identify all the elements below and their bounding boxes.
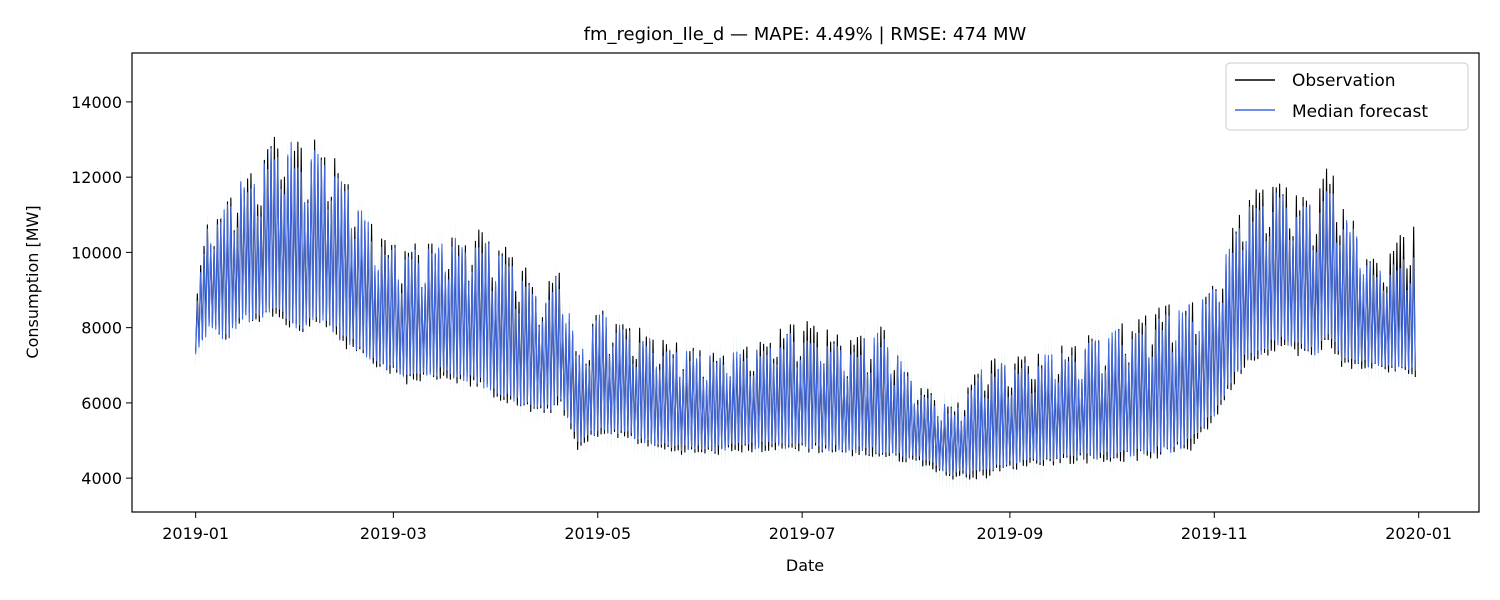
legend-box <box>1225 62 1469 131</box>
y-tick-label: 12000 <box>71 168 122 187</box>
x-tick-label: 2019-01 <box>162 524 229 543</box>
legend: Observation Median forecast <box>1225 62 1469 131</box>
chart-title: fm_region_Ile_d — MAPE: 4.49% | RMSE: 47… <box>584 24 1027 45</box>
y-tick-label: 6000 <box>81 394 122 413</box>
plot-frame <box>131 52 1480 513</box>
legend-label-median: Median forecast <box>1292 102 1428 122</box>
x-axis: 2019-01 2019-03 2019-05 2019-07 2019-09 2019-… <box>162 512 1452 543</box>
x-tick-label: 2019-09 <box>976 524 1043 543</box>
x-tick-label: 2019-07 <box>769 524 836 543</box>
y-tick-label: 14000 <box>71 93 122 112</box>
y-axis-label: Consumption [MW] <box>23 205 42 358</box>
median-forecast-line <box>195 141 1416 476</box>
y-tick-label: 8000 <box>81 319 122 338</box>
y-tick-label: 4000 <box>81 469 122 488</box>
y-axis: 4000 6000 8000 10000 12000 14000 <box>71 93 132 488</box>
x-tick-label: 2020-01 <box>1385 524 1452 543</box>
forecast-interval-band <box>195 124 1416 493</box>
plot-area <box>195 124 1416 493</box>
x-axis-label: Date <box>786 556 824 575</box>
legend-label-observation: Observation <box>1292 71 1396 91</box>
y-tick-label: 10000 <box>71 243 122 262</box>
x-tick-label: 2019-11 <box>1181 524 1248 543</box>
x-tick-label: 2019-03 <box>360 524 427 543</box>
x-tick-label: 2019-05 <box>564 524 631 543</box>
